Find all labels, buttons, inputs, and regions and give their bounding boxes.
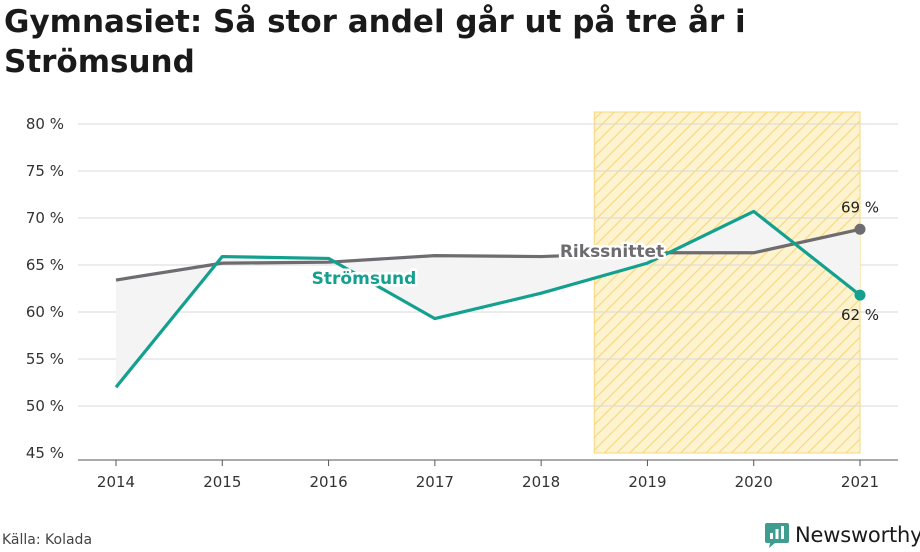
y-tick-label: 60 %	[26, 303, 64, 321]
x-tick-label: 2019	[628, 473, 666, 491]
newsworthy-logo: Newsworthy	[764, 519, 920, 551]
x-tick-label: 2017	[416, 473, 454, 491]
y-tick-label: 55 %	[26, 350, 64, 368]
highlight-region	[593, 111, 861, 454]
source-note: Källa: Kolada	[2, 532, 93, 548]
end-label-rikssnittet: 69 %	[841, 198, 879, 216]
series-label-stromsund: Strömsund	[312, 269, 417, 289]
series-line-stromsund	[114, 209, 861, 389]
bar-chart-speech-bubble-icon	[765, 523, 789, 548]
y-tick-label: 80 %	[26, 115, 64, 133]
endpoint-stromsund	[854, 289, 866, 301]
y-tick-label: 45 %	[26, 444, 64, 462]
series-line-rikssnittet	[115, 227, 861, 282]
series-label-rikssnittet: Rikssnittet	[560, 242, 664, 262]
endpoint-rikssnittet	[854, 223, 866, 235]
x-tick-label: 2014	[97, 473, 135, 491]
y-tick-label: 65 %	[26, 256, 64, 274]
gap-area	[116, 211, 860, 388]
x-tick-label: 2018	[522, 473, 560, 491]
x-tick-label: 2015	[203, 473, 241, 491]
chart-title: Gymnasiet: Så stor andel går ut på tre å…	[4, 4, 746, 80]
x-tick-label: 2021	[841, 473, 879, 491]
x-tick-label: 2016	[309, 473, 347, 491]
end-label-stromsund: 62 %	[841, 306, 879, 324]
y-tick-label: 70 %	[26, 209, 64, 227]
y-tick-label: 50 %	[26, 397, 64, 415]
y-tick-label: 75 %	[26, 162, 64, 180]
brand-name: Newsworthy	[795, 523, 920, 547]
x-tick-label: 2020	[735, 473, 773, 491]
